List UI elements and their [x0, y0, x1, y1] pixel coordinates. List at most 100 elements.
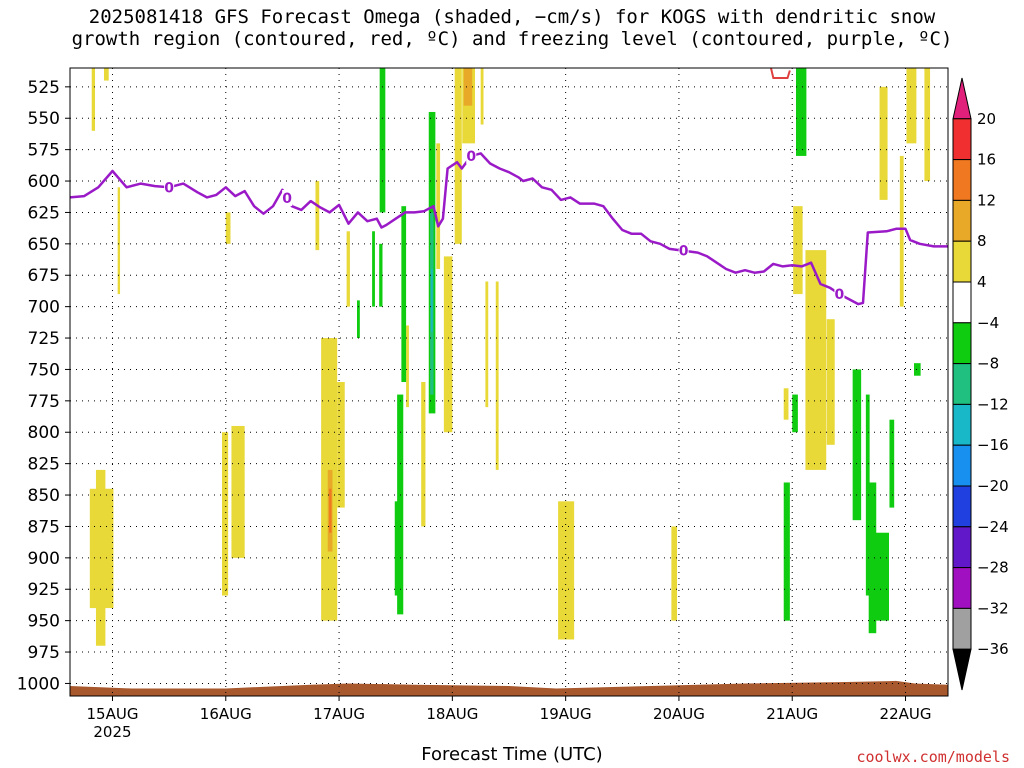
- plot-frame: [69, 67, 949, 697]
- y-tick-label: 975: [28, 643, 60, 663]
- freezing-level-label: 0: [466, 149, 476, 165]
- y-tick-label: 575: [28, 141, 60, 161]
- credit-text: coolwx.com/models: [856, 748, 1010, 766]
- y-tick-label: 900: [28, 549, 60, 569]
- omega-shade-region: [914, 363, 921, 376]
- colorbar-tick-label: 4: [977, 273, 987, 291]
- colorbar-bin: [952, 159, 972, 201]
- y-tick-label: 550: [28, 109, 60, 129]
- omega-shade-region: [792, 394, 798, 433]
- x-tick-label: 22AUG: [880, 705, 932, 723]
- x-tick-label: 20AUG: [653, 705, 705, 723]
- omega-shade-region: [379, 243, 383, 307]
- freezing-level-label-bg: [834, 286, 845, 303]
- y-tick-label: 775: [28, 392, 60, 412]
- omega-shade-region: [397, 394, 404, 615]
- omega-shade-region: [421, 382, 426, 527]
- colorbar-tick-label: −28: [977, 559, 1009, 577]
- chart-title-line-2: growth region (contoured, red, ºC) and f…: [71, 28, 953, 50]
- colorbar-tick-label: −20: [977, 477, 1009, 495]
- omega-shade-region: [315, 181, 320, 251]
- omega-shade-region: [868, 482, 877, 634]
- colorbar-bin: [952, 240, 972, 283]
- omega-shade-region: [783, 388, 789, 420]
- omega-shade-region: [874, 532, 889, 621]
- omega-shade-region: [394, 501, 400, 596]
- freezing-level-label: 0: [282, 191, 292, 207]
- omega-shade-region: [480, 68, 484, 125]
- omega-shade-region: [91, 68, 96, 131]
- y-tick-label: 925: [28, 580, 60, 600]
- freezing-level-label-bg: [678, 242, 689, 259]
- y-tick-label: 800: [28, 423, 60, 443]
- colorbar-bin: [952, 648, 972, 691]
- chart-title-line-1: 2025081418 GFS Forecast Omega (shaded, −…: [88, 6, 936, 28]
- y-tick-label: 850: [28, 486, 60, 506]
- colorbar: 20 16 12 8 4 −4 −8 −12 −16 −20 −24 −28 −32 −36: [952, 77, 1009, 691]
- colorbar-tick-label: −8: [977, 355, 999, 373]
- colorbar-bin: [952, 199, 972, 242]
- omega-shade-region: [379, 68, 386, 213]
- omega-shade-region: [401, 206, 407, 382]
- omega-shade-region: [671, 526, 678, 621]
- omega-shading-layer: [89, 68, 931, 646]
- colorbar-bin: [952, 281, 972, 324]
- omega-shade-region: [495, 281, 499, 470]
- colorbar-bin: [952, 485, 972, 528]
- omega-shade-region: [454, 68, 462, 244]
- colorbar-bin: [952, 118, 972, 161]
- colorbar-bin: [952, 363, 972, 405]
- omega-shade-region: [372, 231, 375, 307]
- x-tick-label: 19AUG: [540, 705, 592, 723]
- omega-shade-region: [329, 488, 332, 533]
- colorbar-tick-label: 12: [977, 191, 996, 209]
- y-tick-label: 950: [28, 612, 60, 632]
- omega-shade-region: [225, 212, 231, 244]
- colorbar-tick-label: 20: [977, 110, 996, 128]
- y-tick-label: 525: [28, 78, 60, 98]
- omega-shade-region: [463, 68, 473, 106]
- omega-shade-region: [826, 319, 835, 445]
- colorbar-tick-label: −36: [977, 640, 1009, 658]
- y-tick-label: 825: [28, 455, 60, 475]
- freezing-level-label: 0: [835, 287, 845, 303]
- colorbar-bin: [952, 526, 972, 569]
- omega-shade-region: [337, 382, 345, 508]
- surface-terrain-layer: [70, 680, 948, 696]
- y-tick-label: 675: [28, 266, 60, 286]
- omega-shade-region: [899, 155, 904, 307]
- y-tick-label: 875: [28, 517, 60, 537]
- omega-shade-region: [879, 86, 888, 200]
- colorbar-tick-label: 8: [977, 232, 987, 250]
- omega-shade-region: [104, 532, 113, 583]
- omega-shade-region: [406, 325, 409, 408]
- colorbar-tick-label: −4: [977, 314, 999, 332]
- omega-shade-region: [117, 187, 121, 295]
- x-tick-label: 21AUG: [766, 705, 818, 723]
- y-tick-label: 1000: [17, 674, 60, 694]
- omega-shade-region: [443, 256, 453, 433]
- colorbar-bin: [952, 567, 972, 609]
- y-tick-label: 650: [28, 235, 60, 255]
- x-tick-label: 17AUG: [313, 705, 365, 723]
- colorbar-tick-label: −32: [977, 599, 1009, 617]
- colorbar-tick-label: −16: [977, 436, 1009, 454]
- x-tick-label: 18AUG: [426, 705, 478, 723]
- y-tick-label: 625: [28, 203, 60, 223]
- omega-shade-region: [889, 419, 895, 508]
- y-tick-label: 600: [28, 172, 60, 192]
- contour-layer: 0 0 0 0 0: [69, 67, 948, 306]
- x-tick-label: 16AUG: [200, 705, 252, 723]
- omega-shade-region: [924, 68, 931, 182]
- omega-shade-region: [906, 68, 917, 144]
- colorbar-bin: [952, 607, 972, 650]
- omega-shade-region: [436, 143, 441, 269]
- omega-shade-region: [805, 250, 827, 470]
- omega-shade-region: [231, 425, 245, 558]
- omega-shade-region: [221, 432, 229, 596]
- omega-shade-region: [346, 231, 350, 307]
- omega-shade-region: [558, 501, 575, 640]
- y-tick-label: 725: [28, 329, 60, 349]
- omega-shade-region: [865, 394, 870, 596]
